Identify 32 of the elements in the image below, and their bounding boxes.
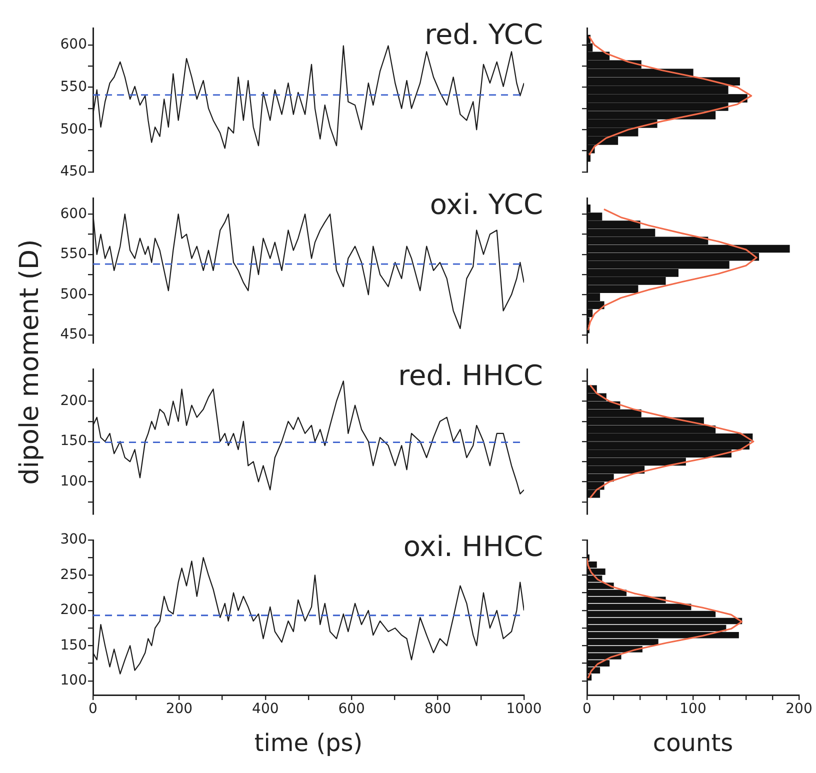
y-tick-label: 500 (60, 286, 87, 302)
annotation: oxi. YCC (430, 188, 543, 221)
y-tick-label: 450 (60, 164, 87, 180)
y-tick-label: 250 (60, 566, 87, 583)
annotation: oxi. HHCC (403, 530, 543, 563)
x-tick-label: 400 (252, 701, 279, 718)
y-tick-label: 550 (60, 246, 87, 262)
annotation: red. YCC (424, 18, 543, 51)
x-tick-label: 200 (166, 701, 193, 718)
x-tick-label: 600 (338, 701, 365, 718)
x-tick-label: 200 (786, 701, 812, 718)
y-axis-title: dipole moment (D) (15, 239, 45, 485)
x-tick-label: 100 (680, 701, 706, 718)
x-axis-title: time (ps) (254, 728, 363, 757)
y-tick-label: 450 (60, 326, 87, 343)
x-tick-label: 800 (424, 701, 452, 718)
y-tick-label: 150 (60, 637, 87, 654)
y-tick-label: 600 (60, 206, 87, 222)
y-tick-label: 500 (60, 121, 87, 138)
y-tick-label: 200 (60, 392, 87, 409)
y-tick-label: 100 (60, 672, 87, 689)
x-tick-label: 1000 (506, 701, 542, 718)
x-tick-label: 0 (88, 701, 98, 718)
y-tick-label: 550 (60, 78, 87, 95)
y-tick-label: 150 (60, 433, 87, 450)
annotation: red. HHCC (398, 359, 543, 392)
y-tick-label: 100 (60, 473, 87, 490)
x-axis-title: counts (652, 728, 734, 757)
y-tick-label: 600 (60, 36, 87, 53)
y-tick-label: 200 (60, 602, 87, 618)
x-tick-label: 0 (582, 701, 592, 718)
y-tick-label: 300 (60, 532, 87, 548)
